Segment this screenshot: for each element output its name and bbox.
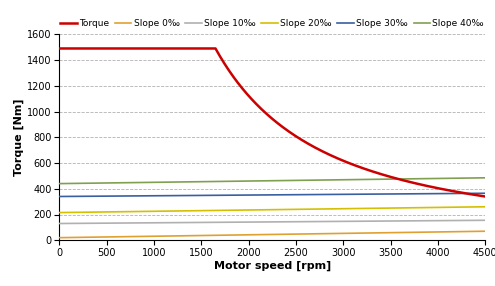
X-axis label: Motor speed [rpm]: Motor speed [rpm] [214,261,331,271]
Torque [382,174,388,177]
Torque [348,162,354,166]
Torque [384,174,390,178]
Torque [482,195,488,198]
Torque [56,47,62,50]
Legend: Torque, Slope 0‰, Slope 10‰, Slope 20‰, Slope 30‰, Slope 40‰: Torque, Slope 0‰, Slope 10‰, Slope 20‰, … [60,19,484,28]
Y-axis label: Torque [Nm]: Torque [Nm] [14,99,24,176]
Torque [132,47,138,50]
Torque [240,87,246,90]
Line: Torque: Torque [59,48,485,196]
Torque [265,113,271,117]
